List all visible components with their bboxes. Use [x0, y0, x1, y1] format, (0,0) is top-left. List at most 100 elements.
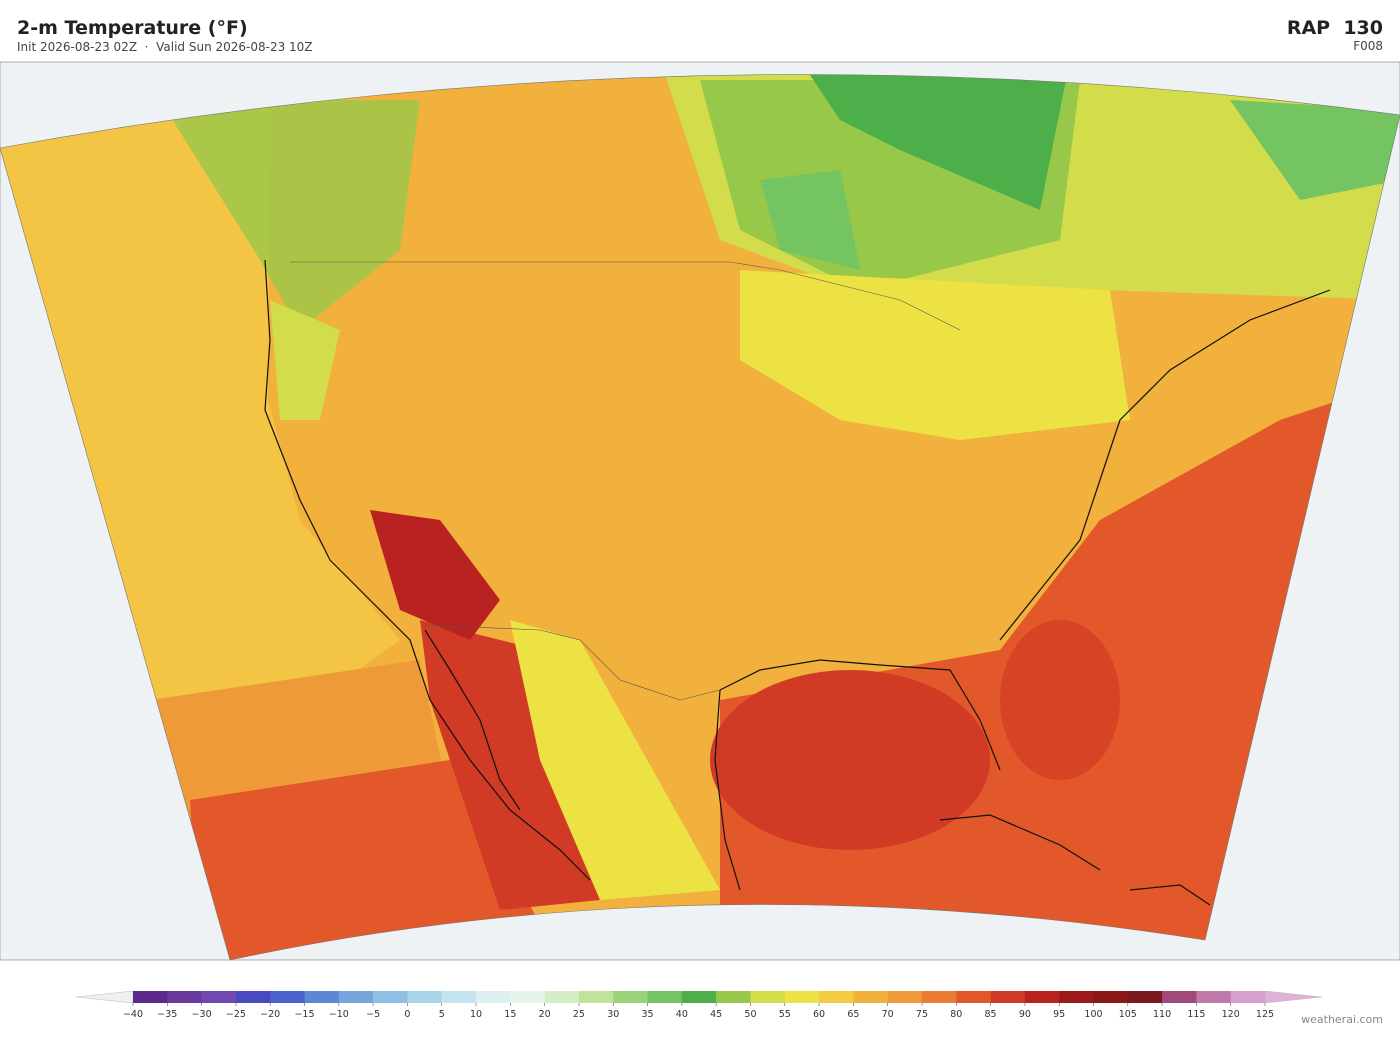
- colorbar-bin: [270, 991, 305, 1003]
- colorbar-tick-label: 120: [1222, 1009, 1240, 1020]
- colorbar-tick-label: −10: [329, 1009, 349, 1020]
- field-region: [270, 300, 340, 420]
- colorbar-tick-label: 50: [744, 1009, 756, 1020]
- colorbar-tick-label: −20: [260, 1009, 280, 1020]
- coastline: [999, 289, 1331, 641]
- colorbar-bin: [956, 991, 991, 1003]
- colorbar-tick-label: 35: [641, 1009, 653, 1020]
- colorbar-bin: [133, 991, 168, 1003]
- colorbar-tick-label: 85: [985, 1009, 997, 1020]
- colorbar-bin: [304, 991, 340, 1003]
- colorbar-bin: [784, 991, 820, 1003]
- colorbar-under: [75, 990, 134, 1004]
- model-name: RAP 130: [1287, 17, 1383, 39]
- colorbar-bin: [510, 991, 545, 1003]
- colorbar-bin: [1162, 991, 1197, 1003]
- field-region: [800, 74, 1070, 210]
- map: [0, 61, 1400, 961]
- colorbar-bin: [1196, 991, 1231, 1003]
- colorbar-tick-label: 70: [882, 1009, 894, 1020]
- colorbar-tick-label: 115: [1187, 1009, 1205, 1020]
- colorbar-bin: [1230, 991, 1266, 1003]
- colorbar-tick-label: 0: [404, 1009, 410, 1020]
- colorbar-bin: [235, 991, 271, 1003]
- colorbar-tick-label: 125: [1256, 1009, 1274, 1020]
- colorbar: −40 −35 −30 −25 −20 −15 −10 −5 0 5 10 15 20 25 30 35 40 4…: [75, 990, 1323, 1020]
- colorbar-tick-label: 95: [1053, 1009, 1065, 1020]
- coastline: [719, 659, 1001, 771]
- colorbar-tick-label: 30: [607, 1009, 619, 1020]
- colorbar-tick-label: −15: [294, 1009, 314, 1020]
- colorbar-tick-label: 100: [1084, 1009, 1102, 1020]
- colorbar-bin: [819, 991, 854, 1003]
- colorbar-bin: [613, 991, 648, 1003]
- field-region: [740, 270, 1130, 440]
- colorbar-bin: [441, 991, 477, 1003]
- colorbar-bin: [338, 991, 374, 1003]
- colorbar-tick-label: −25: [226, 1009, 246, 1020]
- colorbar-tick-label: 45: [710, 1009, 722, 1020]
- colorbar-bin: [407, 991, 443, 1003]
- colorbar-bin: [1059, 991, 1094, 1003]
- colorbar-tick-label: 40: [676, 1009, 688, 1020]
- colorbar-bin: [887, 991, 923, 1003]
- field-region: [710, 670, 990, 850]
- colorbar-bin: [201, 991, 237, 1003]
- coastline: [1129, 884, 1211, 906]
- field-region: [1000, 620, 1120, 780]
- colorbar-bin: [167, 991, 202, 1003]
- colorbar-bin: [681, 991, 717, 1003]
- subtitle: Init 2026-08-23 02Z · Valid Sun 2026-08-…: [17, 40, 313, 54]
- field-region: [160, 100, 420, 330]
- field-region: [760, 170, 860, 270]
- field-region: [370, 510, 500, 640]
- colorbar-tick-label: −5: [366, 1009, 380, 1020]
- colorbar-bin: [750, 991, 786, 1003]
- border: [290, 261, 961, 331]
- colorbar-bin: [853, 991, 888, 1003]
- colorbar-bin: [544, 991, 580, 1003]
- credit: weatherai.com: [1301, 1013, 1383, 1026]
- colorbar-bin: [990, 991, 1026, 1003]
- title: 2-m Temperature (°F): [17, 17, 248, 39]
- field-region: [1230, 100, 1400, 200]
- colorbar-tick-label: 15: [504, 1009, 516, 1020]
- coastline: [939, 814, 1101, 871]
- colorbar-bin: [1127, 991, 1163, 1003]
- borders: [290, 261, 961, 701]
- colorbar-tick-label: −30: [192, 1009, 212, 1020]
- coastline: [264, 259, 591, 881]
- colorbar-tick-label: 75: [916, 1009, 928, 1020]
- forecast-hour: F008: [1353, 39, 1383, 53]
- colorbar-tick-label: 65: [847, 1009, 859, 1020]
- colorbar-bin: [921, 991, 957, 1003]
- border: [424, 624, 721, 701]
- colorbar-bin: [1093, 991, 1129, 1003]
- colorbar-over: [1264, 990, 1323, 1004]
- colorbar-tick-label: 55: [779, 1009, 791, 1020]
- colorbar-tick-label: 20: [539, 1009, 551, 1020]
- colorbar-bin: [716, 991, 751, 1003]
- field-region: [510, 620, 720, 900]
- colorbar-bin: [578, 991, 614, 1003]
- colorbar-tick-label: 90: [1019, 1009, 1031, 1020]
- colorbar-tick-label: 25: [573, 1009, 585, 1020]
- colorbar-tick-label: 110: [1153, 1009, 1171, 1020]
- temperature-field: [0, 74, 1400, 960]
- field-region: [420, 620, 600, 910]
- colorbar-tick-label: 60: [813, 1009, 825, 1020]
- coastline: [714, 689, 741, 891]
- colorbar-tick-label: 105: [1119, 1009, 1137, 1020]
- colorbar-bin: [373, 991, 408, 1003]
- colorbar-bin: [647, 991, 683, 1003]
- colorbar-tick-label: 10: [470, 1009, 482, 1020]
- colorbar-bin: [1024, 991, 1060, 1003]
- domain-outline: [0, 74, 1400, 961]
- colorbar-tick-label: 5: [439, 1009, 445, 1020]
- coastline: [424, 629, 521, 811]
- coastlines: [264, 259, 1331, 906]
- colorbar-tick-label: 80: [950, 1009, 962, 1020]
- colorbar-tick-label: −35: [157, 1009, 177, 1020]
